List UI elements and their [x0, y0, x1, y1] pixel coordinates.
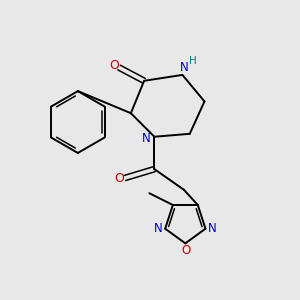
- Text: N: N: [154, 222, 163, 235]
- Text: N: N: [142, 132, 151, 145]
- Text: O: O: [181, 244, 190, 257]
- Text: N: N: [179, 61, 188, 74]
- Text: O: O: [115, 172, 124, 185]
- Text: N: N: [208, 222, 216, 235]
- Text: H: H: [189, 56, 196, 66]
- Text: O: O: [109, 59, 119, 72]
